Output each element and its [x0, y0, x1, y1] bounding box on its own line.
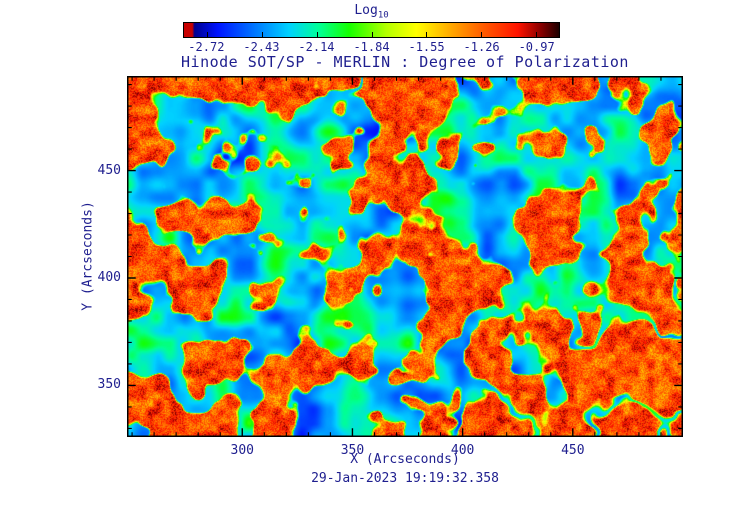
colorbar-gradient: [184, 23, 559, 37]
colorbar-title: Log10: [183, 3, 560, 21]
x-tick-label: 300: [230, 443, 254, 458]
x-tick-label: 350: [340, 443, 365, 458]
heatmap-canvas: [127, 76, 683, 437]
y-axis-label: Y (Arcseconds): [80, 201, 96, 311]
colorbar-title-sub: 10: [377, 10, 389, 21]
y-tick-label: 400: [97, 269, 121, 285]
colorbar-tick: [371, 32, 373, 37]
colorbar-tick: [262, 32, 263, 37]
colorbar-tick: [535, 32, 537, 37]
axis-tick-marks: [127, 76, 683, 437]
colorbar-tick-label: -1.26: [463, 40, 500, 54]
axes-box: [127, 76, 683, 437]
colorbar-tick-label: -1.55: [408, 40, 445, 54]
colorbar-tick: [481, 32, 482, 37]
y-tick-label: 350: [97, 377, 121, 393]
colorbar-title-text: Log: [354, 3, 378, 18]
colorbar-tick-label: -2.43: [243, 40, 280, 54]
y-tick-label: 450: [97, 162, 121, 178]
colorbar: [183, 22, 560, 38]
colorbar-tick-label: -2.72: [188, 40, 225, 54]
plot-title: Hinode SOT/SP - MERLIN : Degree of Polar…: [181, 53, 629, 71]
x-tick-label: 400: [450, 443, 475, 458]
colorbar-tick-label: -0.97: [518, 40, 555, 54]
colorbar-tick-label: -2.14: [298, 40, 335, 54]
colorbar-tick: [207, 32, 209, 37]
axis-tick-marks: [127, 76, 683, 437]
plot-area: [127, 76, 683, 437]
colorbar-tick-label: -1.84: [353, 40, 390, 54]
x-axis-label: X (Arcseconds): [350, 452, 460, 467]
colorbar-tick: [426, 32, 428, 37]
colorbar-tick: [316, 32, 318, 37]
x-tick-label: 450: [561, 443, 585, 458]
timestamp: 29-Jan-2023 19:19:32.358: [311, 471, 499, 486]
axes-overlay: [127, 76, 683, 437]
